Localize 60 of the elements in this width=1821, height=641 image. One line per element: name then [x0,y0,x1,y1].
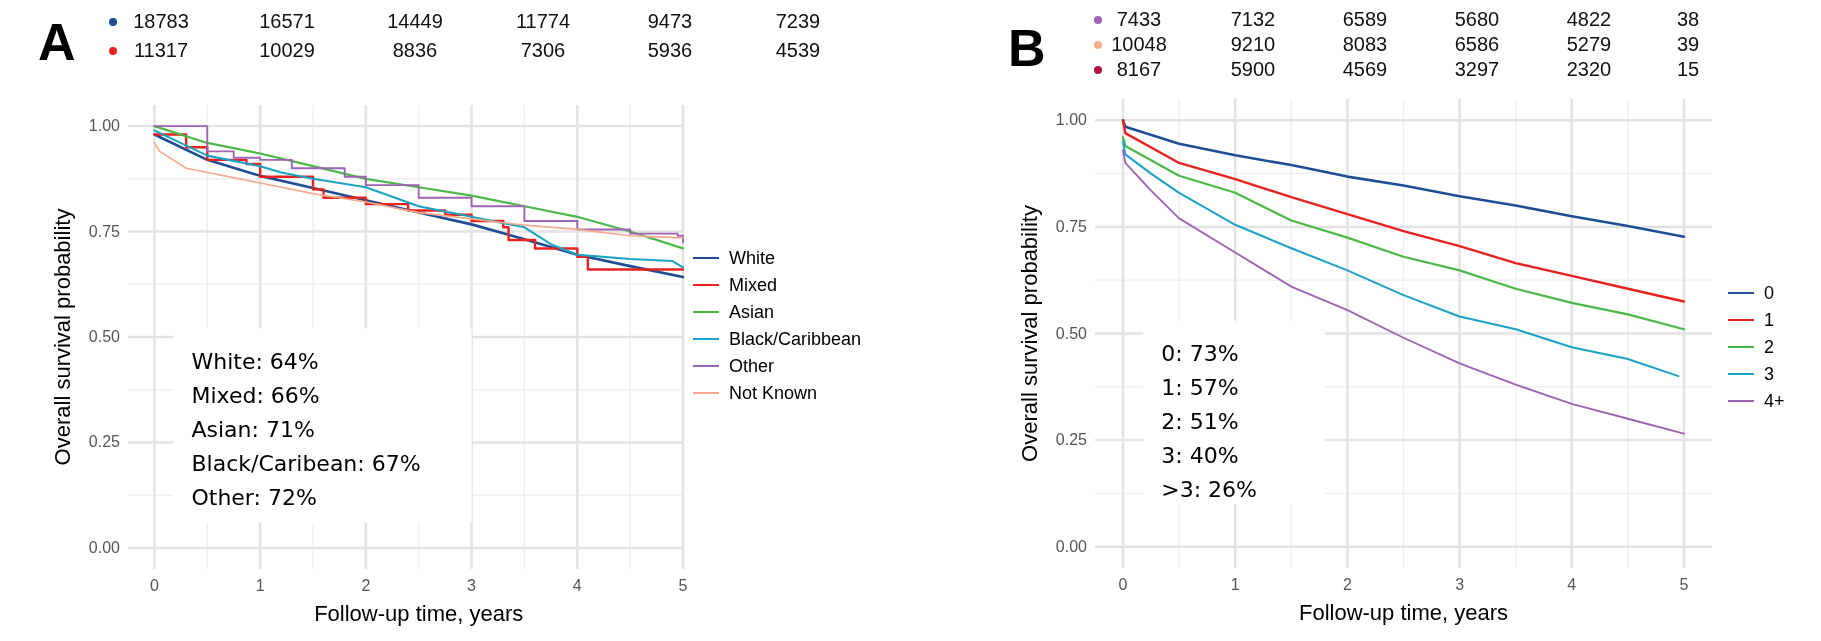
annotation: 3: 40% [1161,442,1239,468]
text: 11317 10029 8836 7306 5936 4539 [133,39,821,61]
legend-label: 4+ [1764,391,1785,411]
x-axis-title: Follow-up time, years [1298,600,1509,625]
y-tick-label: 0.75 [88,222,121,240]
y-tick-label: 0.00 [1055,537,1088,555]
line-series [1122,140,1680,378]
x-tick-label: 5 [1679,576,1689,593]
legend-label: Not Known [729,383,818,403]
text: 10048 9210 8083 6586 5279 39 [1111,33,1700,55]
legend-label: Asian [729,302,775,322]
x-tick-label: 3 [467,577,477,594]
y-tick-label: 1.00 [88,117,121,135]
line-series [153,142,684,239]
y-tick-label: 0.25 [88,433,121,451]
x-tick-label: 1 [1230,576,1240,593]
annotation: >3: 26% [1161,476,1257,502]
legend-label: Black/Caribbean [729,329,862,349]
legend-label: 3 [1764,364,1775,384]
y-tick-label: 0.75 [1055,217,1088,235]
legend-label: 2 [1764,337,1775,357]
annotation: 0: 73% [1161,340,1239,366]
legend-label: White [729,248,776,268]
y-tick-label: 0.25 [1055,431,1088,449]
annotation: 1: 57% [1161,374,1239,400]
y-axis-title: Overall survival probability [50,208,75,466]
x-tick-label: 2 [1342,576,1352,593]
x-tick-label: 4 [1567,576,1577,593]
y-tick-label: 0.00 [88,538,121,556]
x-tick-label: 0 [1118,576,1128,593]
y-axis-title: Overall survival probability [1017,205,1042,462]
x-tick-label: 0 [149,577,159,594]
text: B [1008,19,1046,77]
annotation: Black/Caribean: 67% [191,450,421,476]
x-tick-label: 5 [678,577,688,594]
x-tick-label: 3 [1455,576,1465,593]
y-tick-label: 0.50 [88,328,121,345]
line-series [1121,136,1686,331]
annotation: White: 64% [191,348,319,374]
line-series [1122,149,1685,435]
annotation: 2: 51% [1161,408,1239,434]
legend-label: 0 [1764,283,1775,303]
x-tick-label: 1 [255,577,265,594]
y-tick-label: 0.50 [1055,324,1088,342]
annotation: Other: 72% [191,484,317,510]
x-tick-label: 4 [572,577,582,594]
annotation: Asian: 71% [191,416,315,442]
legend-label: Other [729,356,775,376]
text: 7433 7132 6589 5680 4822 38 [1116,8,1700,30]
line-series [1121,119,1686,303]
annotation: Mixed: 66% [191,382,320,408]
legend-label: 1 [1764,310,1775,330]
y-tick-label: 1.00 [1055,111,1088,129]
text: 8167 5900 4569 3297 2320 15 [1116,58,1700,80]
x-axis-title: Follow-up time, years [314,601,524,626]
legend-label: Mixed [729,275,778,295]
x-tick-label: 2 [361,577,371,594]
text: 18783 16571 14449 11774 9473 7239 [133,10,821,32]
line-series [1121,119,1686,239]
text: A [38,13,76,71]
